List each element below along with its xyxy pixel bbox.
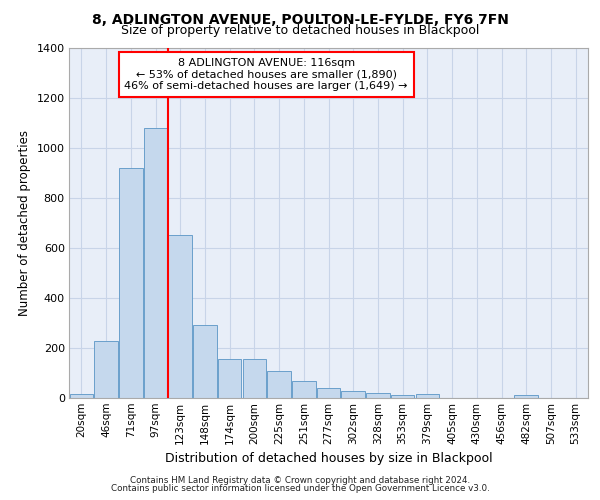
Text: Contains HM Land Registry data © Crown copyright and database right 2024.: Contains HM Land Registry data © Crown c… [130, 476, 470, 485]
Text: Size of property relative to detached houses in Blackpool: Size of property relative to detached ho… [121, 24, 479, 37]
Bar [416, 394, 439, 398]
Text: 8, ADLINGTON AVENUE, POULTON-LE-FYLDE, FY6 7FN: 8, ADLINGTON AVENUE, POULTON-LE-FYLDE, F… [92, 12, 508, 26]
Bar [341, 391, 365, 398]
Bar [169, 235, 192, 398]
Bar [94, 341, 118, 398]
Bar [268, 371, 291, 398]
Bar [144, 128, 167, 398]
Bar [119, 168, 143, 398]
Bar [242, 359, 266, 398]
Text: Contains public sector information licensed under the Open Government Licence v3: Contains public sector information licen… [110, 484, 490, 493]
Bar [70, 394, 93, 398]
X-axis label: Distribution of detached houses by size in Blackpool: Distribution of detached houses by size … [164, 452, 493, 465]
Bar [514, 395, 538, 398]
Bar [193, 325, 217, 398]
Bar [317, 388, 340, 398]
Bar [391, 395, 415, 398]
Text: 8 ADLINGTON AVENUE: 116sqm
← 53% of detached houses are smaller (1,890)
46% of s: 8 ADLINGTON AVENUE: 116sqm ← 53% of deta… [124, 58, 408, 91]
Y-axis label: Number of detached properties: Number of detached properties [18, 130, 31, 316]
Bar [292, 381, 316, 398]
Bar [366, 392, 389, 398]
Bar [218, 359, 241, 398]
